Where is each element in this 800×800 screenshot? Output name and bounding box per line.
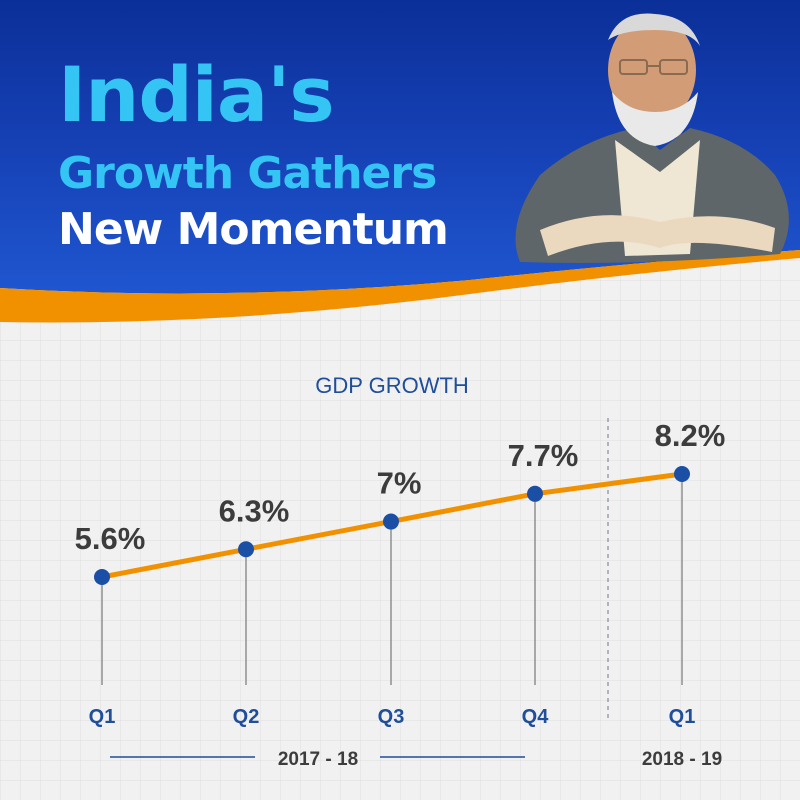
x-tick-label: Q1 (89, 706, 116, 728)
data-point (674, 466, 690, 482)
data-point (238, 541, 254, 558)
data-point (527, 485, 543, 502)
headline-line-1: India's (58, 50, 335, 139)
data-point (383, 513, 399, 530)
data-label: 5.6% (75, 521, 146, 556)
x-tick-label: Q1 (669, 706, 696, 728)
data-label: 6.3% (219, 493, 290, 528)
x-tick-label: Q3 (378, 706, 405, 728)
chart-title: GDP GROWTH (315, 373, 469, 398)
orange-swoosh (0, 250, 800, 323)
data-point (94, 569, 110, 585)
year-label-2018-19: 2018 - 19 (642, 749, 722, 770)
headline-line-2: Growth Gathers (58, 148, 437, 199)
data-labels: 5.6% 6.3% 7% 7.7% 8.2% (75, 418, 726, 556)
data-points (94, 466, 690, 585)
data-label: 7.7% (508, 438, 579, 473)
data-label: 7% (377, 466, 422, 501)
year-groups: 2017 - 18 2018 - 19 (110, 749, 722, 770)
x-tick-labels: Q1 Q2 Q3 Q4 Q1 (89, 706, 696, 728)
x-tick-label: Q4 (522, 706, 550, 728)
x-tick-label: Q2 (233, 706, 260, 728)
year-label-2017-18: 2017 - 18 (278, 749, 358, 770)
data-label: 8.2% (655, 418, 726, 453)
headline-line-3: New Momentum (58, 204, 449, 255)
drop-lines (101, 474, 683, 685)
portrait-icon (515, 13, 789, 263)
